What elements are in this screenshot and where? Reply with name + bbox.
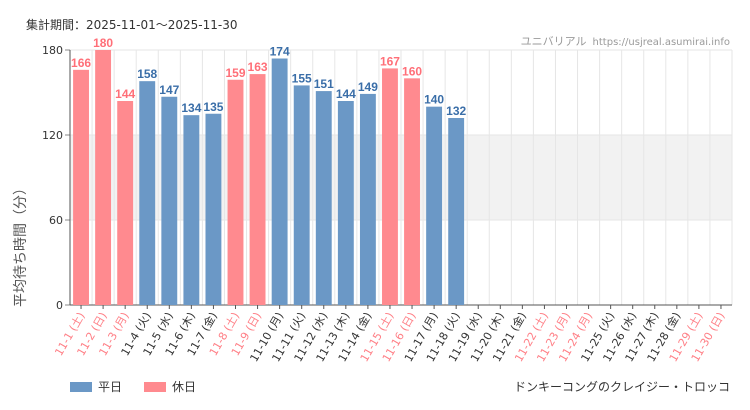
value-label: 147	[159, 83, 179, 97]
bar-11-7 (金)	[205, 113, 222, 305]
y-tick-label: 60	[49, 214, 63, 227]
value-label: 140	[424, 93, 444, 107]
bar-11-11 (火)	[293, 85, 310, 306]
period-label: 集計期間：2025-11-01〜2025-11-30	[26, 18, 238, 32]
bar-11-1 (土)	[73, 69, 89, 305]
bar-11-16 (日)	[404, 78, 420, 305]
value-label: 134	[181, 101, 201, 115]
value-label: 135	[203, 100, 223, 114]
value-label: 149	[358, 80, 378, 94]
bar-11-13 (木)	[337, 101, 354, 305]
value-label: 132	[446, 104, 466, 118]
attraction-name: ドンキーコングのクレイジー・トロッコ	[513, 380, 730, 394]
legend-swatch-holiday	[144, 381, 167, 392]
bar-11-6 (木)	[183, 115, 200, 306]
value-label: 159	[225, 66, 245, 80]
y-tick-label: 180	[42, 44, 63, 57]
source-url[interactable]: https://usjreal.asumirai.info	[592, 37, 730, 48]
bar-11-2 (日)	[95, 50, 112, 305]
legend-label-weekday: 平日	[98, 380, 123, 394]
bar-11-8 (土)	[227, 79, 244, 305]
legend-item-holiday[interactable]: 休日	[144, 378, 196, 395]
bar-11-18 (火)	[448, 118, 465, 305]
value-label: 155	[292, 71, 312, 85]
y-tick-label: 0	[56, 299, 63, 312]
bar-11-17 (月)	[426, 106, 443, 306]
bar-11-15 (土)	[382, 68, 398, 306]
value-label: 174	[270, 45, 290, 59]
value-label: 144	[336, 87, 356, 101]
bar-11-14 (金)	[359, 93, 376, 306]
source-credit[interactable]: ユニバリアル https://usjreal.asumirai.info	[521, 33, 730, 49]
value-label: 167	[380, 54, 400, 68]
bar-11-5 (水)	[161, 96, 178, 305]
bar-11-10 (月)	[271, 58, 288, 305]
y-tick-label: 120	[42, 129, 63, 142]
source-name: ユニバリアル	[520, 35, 587, 48]
legend: 平日 休日	[70, 378, 196, 395]
bar-11-9 (日)	[249, 74, 266, 305]
value-label: 151	[314, 77, 334, 91]
value-label: 160	[402, 64, 422, 78]
bar-11-3 (月)	[117, 101, 134, 305]
value-label: 166	[71, 56, 91, 70]
bar-11-4 (火)	[139, 81, 156, 306]
legend-item-weekday[interactable]: 平日	[70, 378, 122, 395]
legend-swatch-weekday	[70, 381, 92, 392]
value-label: 144	[115, 87, 135, 101]
value-label: 158	[137, 67, 157, 81]
legend-label-holiday: 休日	[172, 380, 197, 394]
value-label: 163	[248, 60, 268, 74]
value-label: 180	[93, 36, 113, 50]
bar-11-12 (水)	[315, 91, 332, 305]
